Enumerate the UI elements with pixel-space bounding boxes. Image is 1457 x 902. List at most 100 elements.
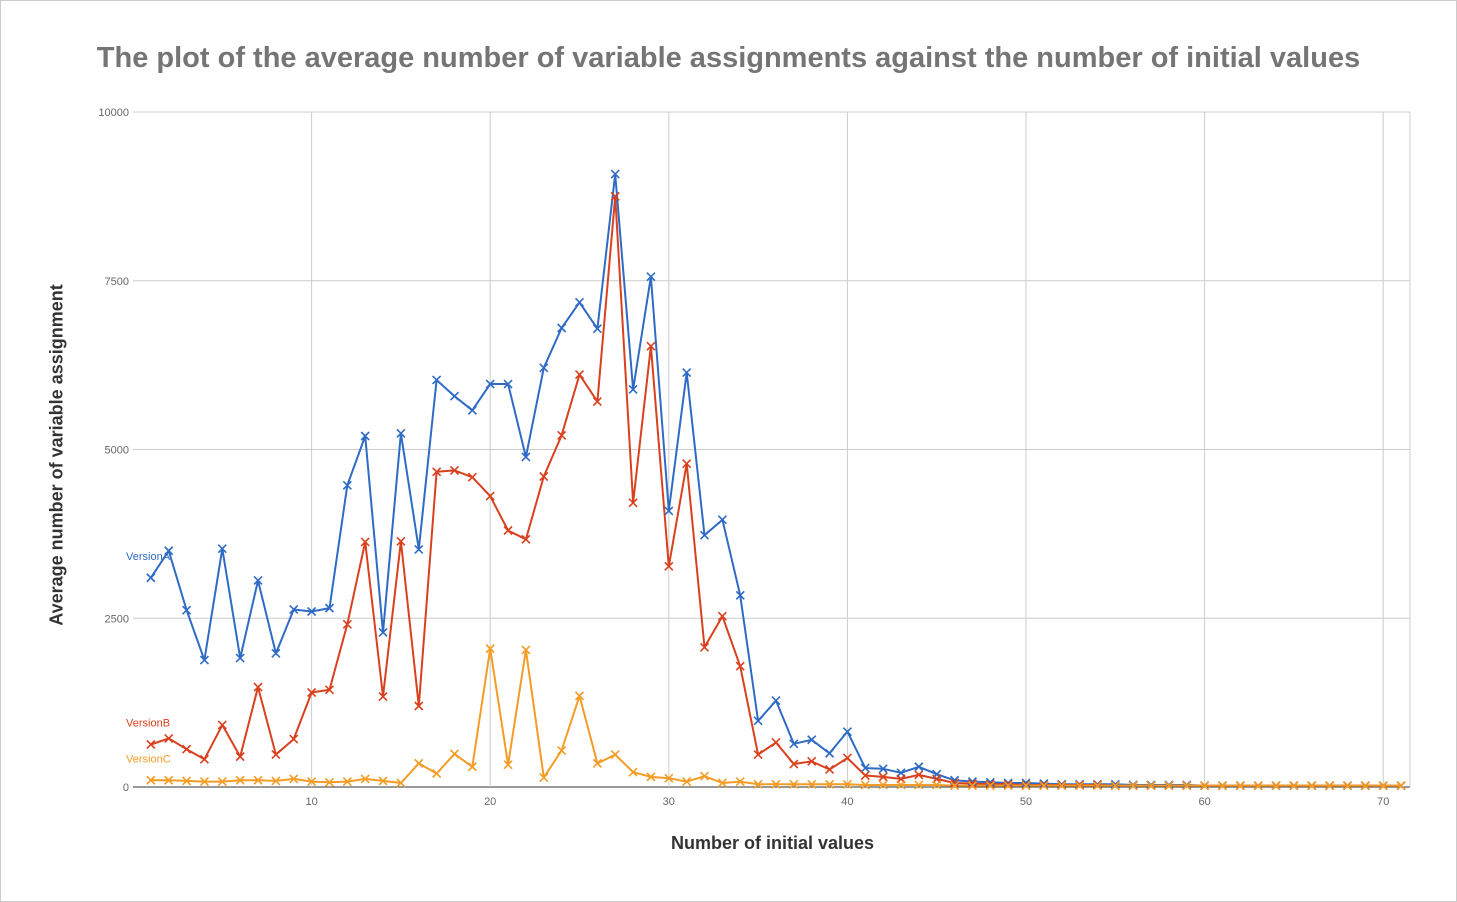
x-tick-label: 70 (1377, 796, 1389, 808)
data-point-VersionC (699, 771, 710, 781)
series-line-VersionC (150, 647, 1402, 787)
data-point-VersionC (646, 772, 656, 782)
data-point-VersionC (182, 776, 192, 786)
series-line-VersionB (150, 195, 1402, 787)
data-point-VersionC (503, 760, 513, 770)
data-point-VersionA (646, 272, 656, 282)
data-point-VersionA (414, 544, 424, 554)
data-point-VersionC (539, 772, 549, 783)
data-point-VersionB (324, 685, 335, 695)
data-point-VersionC (1307, 781, 1317, 791)
data-point-VersionA (521, 452, 531, 462)
data-point-VersionC (146, 775, 156, 785)
x-axis-title: Number of initial values (670, 833, 875, 853)
data-point-VersionB (967, 779, 977, 789)
data-point-VersionC (1271, 781, 1281, 791)
data-point-VersionB (485, 491, 495, 501)
data-point-VersionB (842, 753, 852, 763)
data-point-VersionA (1039, 779, 1049, 789)
axis-ticks: 0 2500 5000 7500 10000 10 20 30 40 50 60 70 (98, 107, 1389, 808)
data-point-VersionC (1039, 781, 1049, 791)
data-point-VersionC (164, 775, 174, 785)
data-point-VersionA (789, 739, 799, 749)
data-point-VersionC (664, 773, 674, 783)
data-point-VersionC (967, 781, 977, 791)
data-point-VersionB (1003, 779, 1013, 789)
data-point-VersionB (807, 756, 817, 766)
data-point-VersionA (628, 384, 638, 394)
data-point-VersionA (253, 575, 263, 586)
data-point-VersionA (860, 763, 870, 773)
data-point-VersionA (664, 506, 674, 516)
data-point-VersionC (199, 777, 210, 787)
data-point-VersionA (717, 515, 727, 525)
series-line-VersionA (150, 173, 1402, 787)
data-point-VersionB (717, 611, 727, 621)
x-tick-label: 60 (1198, 796, 1210, 808)
data-point-VersionA (217, 544, 227, 554)
y-tick-label: 0 (123, 782, 129, 794)
data-point-VersionA (360, 431, 370, 441)
data-point-VersionA (307, 606, 317, 617)
data-point-VersionB (860, 770, 870, 781)
data-point-VersionA (1021, 778, 1031, 788)
data-point-VersionA (235, 653, 245, 663)
data-point-VersionC (449, 749, 460, 759)
data-point-VersionC (1164, 781, 1174, 791)
data-point-VersionA (503, 379, 513, 389)
data-point-VersionB (182, 744, 192, 754)
data-point-VersionA (164, 546, 174, 556)
data-point-VersionC (807, 779, 817, 789)
x-tick-label: 20 (484, 796, 496, 808)
data-point-VersionC (682, 777, 692, 787)
series-markers (146, 169, 1406, 791)
data-point-VersionB (771, 737, 781, 748)
data-point-VersionC (842, 779, 852, 789)
data-point-VersionA (1110, 779, 1120, 789)
data-point-VersionC (324, 777, 335, 787)
data-point-VersionC (753, 779, 763, 789)
data-point-VersionA (199, 655, 210, 665)
data-point-VersionA (557, 323, 567, 333)
data-point-VersionB (557, 430, 567, 440)
data-point-VersionA (289, 604, 299, 615)
data-point-VersionC (557, 745, 567, 756)
data-point-VersionC (1253, 781, 1263, 791)
data-point-VersionC (789, 779, 799, 789)
data-point-VersionA (771, 696, 781, 706)
data-point-VersionC (878, 780, 888, 790)
data-point-VersionB (521, 534, 531, 544)
data-point-VersionC (735, 777, 745, 787)
data-point-VersionB (592, 397, 602, 407)
data-point-VersionC (1378, 781, 1388, 791)
data-point-VersionB (628, 498, 638, 508)
data-point-VersionA (967, 777, 977, 787)
data-point-VersionB (610, 191, 620, 201)
data-point-VersionA (539, 363, 549, 373)
data-point-VersionA (753, 716, 763, 726)
data-point-VersionB (146, 739, 156, 750)
data-point-VersionB (253, 682, 263, 692)
data-point-VersionA (182, 605, 192, 615)
chart-title: The plot of the average number of variab… (96, 42, 1361, 74)
y-tick-label: 10000 (98, 107, 129, 119)
data-point-VersionA (574, 297, 585, 307)
data-point-VersionB (753, 750, 763, 760)
data-point-VersionA (467, 405, 477, 415)
data-point-VersionB (789, 759, 799, 769)
data-point-VersionB (360, 537, 370, 547)
data-point-VersionC (860, 780, 870, 790)
data-point-VersionA (824, 748, 835, 758)
data-point-VersionC (610, 750, 620, 760)
data-point-VersionA (396, 428, 406, 438)
data-point-VersionB (467, 472, 477, 482)
data-point-VersionA (610, 169, 620, 179)
data-point-VersionC (1092, 781, 1103, 791)
data-point-VersionA (735, 590, 745, 600)
data-point-VersionB (878, 772, 888, 782)
series-label-VersionB: VersionB (126, 718, 170, 730)
data-point-VersionB (985, 779, 995, 789)
data-point-VersionC (932, 780, 942, 790)
